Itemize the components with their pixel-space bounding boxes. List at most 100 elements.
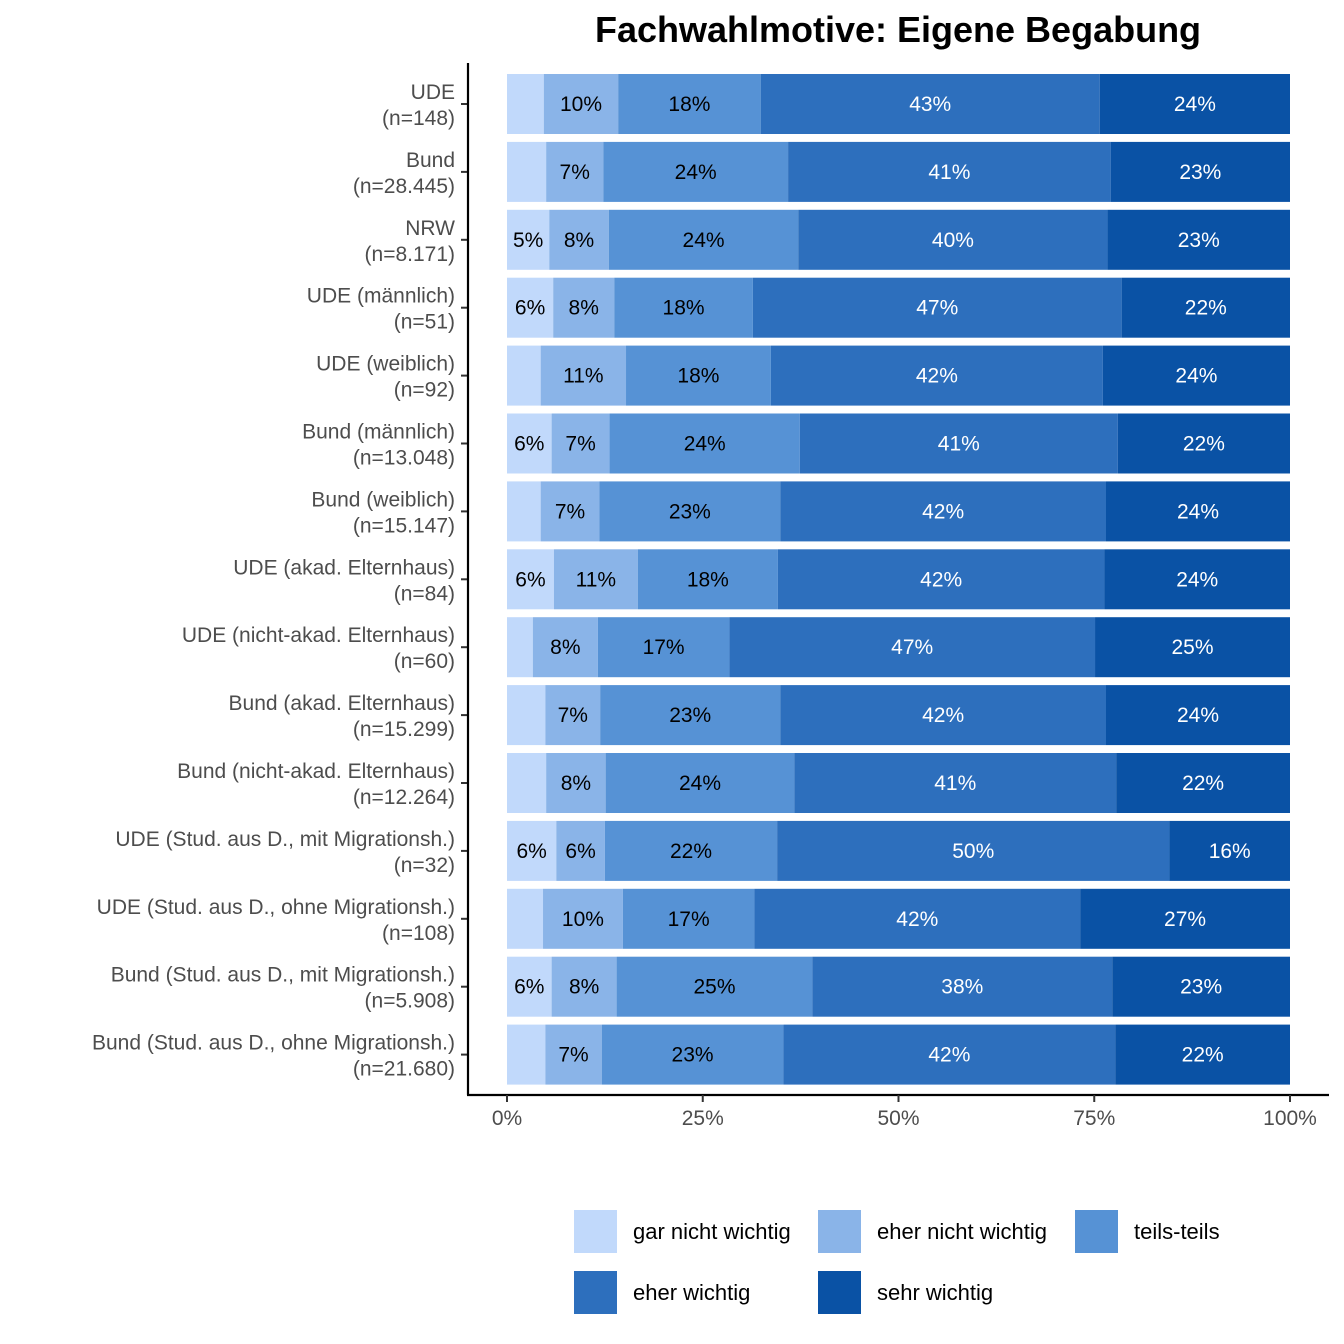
bar-segment (507, 956, 552, 1017)
category-label: UDE (Stud. aus D., ohne Migrationsh.) (97, 896, 455, 919)
bar-value-label: 18% (677, 365, 719, 388)
bar-value-label: 22% (670, 840, 712, 863)
category-sublabel: (n=108) (382, 922, 455, 945)
category-sublabel: (n=84) (394, 582, 455, 605)
bar-segment (729, 617, 1096, 678)
bar-segment (507, 617, 533, 678)
bar-value-label: 24% (1174, 93, 1216, 116)
bar-segment (626, 345, 771, 406)
bar-value-label: 38% (941, 976, 983, 999)
bar-segment (546, 753, 606, 813)
bar-segment (507, 685, 546, 746)
bar-segment (553, 549, 638, 610)
category-sublabel: (n=51) (394, 311, 455, 334)
bar-segment (760, 74, 1100, 134)
bar-value-label: 18% (687, 568, 729, 591)
bar-value-label: 47% (891, 636, 933, 659)
chart-title: Fachwahlmotive: Eigene Begabung (595, 9, 1201, 50)
bar-value-label: 24% (684, 433, 726, 456)
category-label: Bund (Stud. aus D., mit Migrationsh.) (111, 964, 455, 987)
bar-segment (1112, 956, 1290, 1017)
bar-value-label: 42% (896, 908, 938, 931)
bar-value-label: 7% (558, 1044, 588, 1067)
bar-value-label: 11% (563, 365, 603, 388)
bar-segment (507, 888, 544, 949)
bar-segment (543, 888, 623, 949)
category-sublabel: (n=15.299) (353, 718, 455, 741)
bar-value-label: 8% (564, 229, 594, 252)
bars-layer (507, 74, 1290, 1085)
bar-value-label: 18% (668, 93, 710, 116)
bar-segment (540, 481, 600, 542)
bar-segment (540, 345, 627, 406)
bar-value-label: 8% (569, 976, 599, 999)
category-sublabel: (n=21.680) (353, 1058, 455, 1081)
bar-value-label: 18% (663, 297, 705, 320)
bar-segment (507, 74, 544, 134)
bar-segment (532, 617, 598, 678)
bar-value-label: 25% (1172, 636, 1214, 659)
category-label: UDE (akad. Elternhaus) (233, 556, 455, 579)
x-tick-label: 100% (1263, 1107, 1317, 1130)
bar-value-label: 42% (928, 1044, 970, 1067)
bar-segment (507, 277, 554, 338)
legend-label: sehr wichtig (877, 1280, 993, 1305)
bar-value-label: 6% (515, 297, 545, 320)
category-sublabel: (n=8.171) (365, 243, 455, 266)
bar-value-label: 24% (679, 772, 721, 795)
category-sublabel: (n=5.908) (365, 990, 455, 1013)
bar-value-label: 41% (934, 772, 976, 795)
bar-value-label: 22% (1183, 433, 1225, 456)
bar-value-label: 23% (1180, 976, 1222, 999)
bar-segment (604, 820, 778, 881)
bar-value-label: 17% (643, 636, 685, 659)
bar-segment (600, 685, 781, 746)
bar-value-label: 16% (1209, 840, 1251, 863)
bar-segment (794, 753, 1117, 813)
bar-value-label: 23% (669, 704, 711, 727)
bar-value-label: 6% (565, 840, 595, 863)
bar-segment (507, 413, 552, 474)
category-label: UDE (411, 81, 455, 104)
category-label: NRW (405, 217, 455, 240)
bar-segment (605, 753, 795, 813)
bar-segment (1104, 549, 1290, 610)
bar-value-label: 5% (513, 229, 543, 252)
bar-segment (799, 413, 1118, 474)
category-sublabel: (n=148) (382, 107, 455, 130)
category-sublabel: (n=12.264) (353, 786, 455, 809)
bar-value-label: 42% (922, 500, 964, 523)
bar-segment (609, 413, 800, 474)
bar-segment (549, 209, 609, 270)
bar-labels-layer: 10% 18% 43% 24% 7% 24% 41% 23% 5% 8% 24% 40% 23% 6% 8%… (513, 93, 1251, 1067)
bar-segment (637, 549, 778, 610)
bar-segment (754, 888, 1081, 949)
bar-segment (601, 1024, 784, 1085)
bar-value-label: 24% (1177, 704, 1219, 727)
x-tick-label: 50% (877, 1107, 919, 1130)
category-label: Bund (nicht-akad. Elternhaus) (177, 760, 455, 783)
bar-segment (812, 956, 1113, 1017)
bar-value-label: 8% (550, 636, 580, 659)
bar-value-label: 50% (952, 840, 994, 863)
bar-value-label: 27% (1164, 908, 1206, 931)
x-tick-label: 0% (492, 1107, 522, 1130)
bar-value-label: 22% (1182, 1044, 1224, 1067)
bar-value-label: 22% (1185, 297, 1227, 320)
bar-segment (599, 481, 781, 542)
bar-value-label: 8% (569, 297, 599, 320)
bar-segment (770, 345, 1103, 406)
bar-value-label: 7% (560, 161, 590, 184)
category-label: UDE (weiblich) (316, 353, 455, 376)
bar-segment (543, 74, 619, 134)
bar-segment (1169, 820, 1290, 881)
bar-value-label: 23% (669, 500, 711, 523)
bar-segment (1115, 1024, 1290, 1085)
legend-label: teils-teils (1134, 1219, 1220, 1244)
bar-segment (783, 1024, 1116, 1085)
bar-value-label: 22% (1182, 772, 1224, 795)
bar-value-label: 6% (515, 568, 545, 591)
bar-segment (1080, 888, 1290, 949)
bar-segment (1121, 277, 1290, 338)
